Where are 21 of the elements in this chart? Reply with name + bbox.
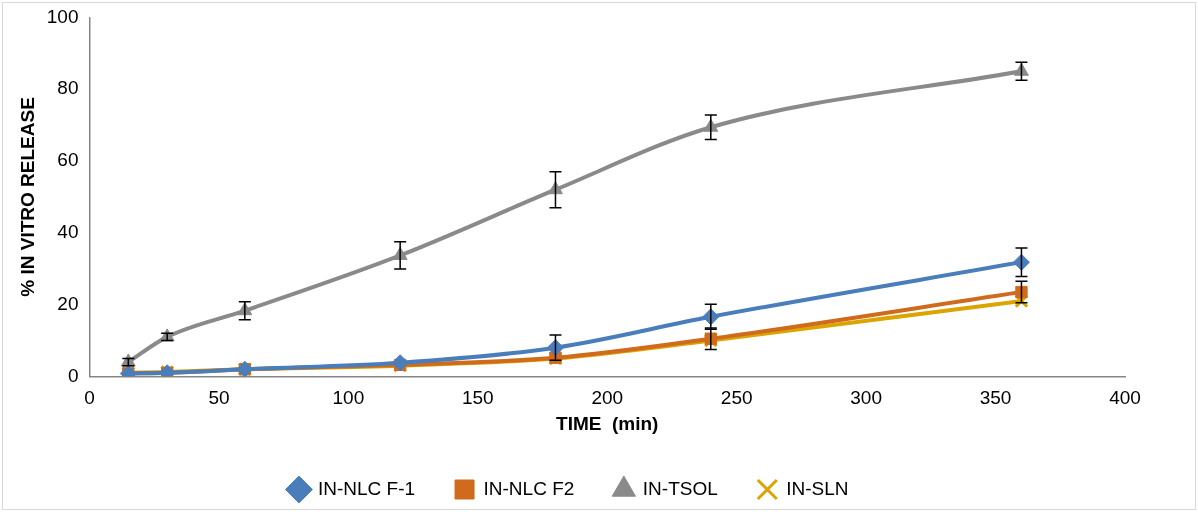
x-tick-label: 350	[979, 387, 1012, 409]
x-tick-label: 0	[84, 387, 95, 409]
y-tick-label: 0	[67, 364, 79, 386]
x-tick-label: 400	[1109, 387, 1141, 409]
y-tick-label: 80	[57, 77, 79, 99]
legend-label: IN-SLN	[786, 477, 849, 499]
x-tick-label: 200	[591, 387, 624, 409]
y-tick-label: 20	[57, 292, 79, 314]
x-tick-label: 300	[850, 387, 882, 409]
legend-label: IN-NLC F2	[483, 477, 575, 499]
legend-label: IN-TSOL	[642, 477, 718, 499]
x-tick-label: 100	[332, 387, 365, 409]
x-tick-label: 250	[720, 387, 753, 409]
y-axis-title: % IN VITRO RELEASE	[16, 97, 38, 297]
x-tick-label: 150	[461, 387, 494, 409]
y-tick-label: 60	[57, 149, 79, 171]
x-tick-label: 50	[208, 387, 230, 409]
y-tick-label: 100	[46, 5, 79, 27]
x-axis-title: TIME (min)	[556, 412, 659, 434]
y-tick-label: 40	[57, 221, 79, 243]
legend-label: IN-NLC F-1	[317, 477, 416, 499]
